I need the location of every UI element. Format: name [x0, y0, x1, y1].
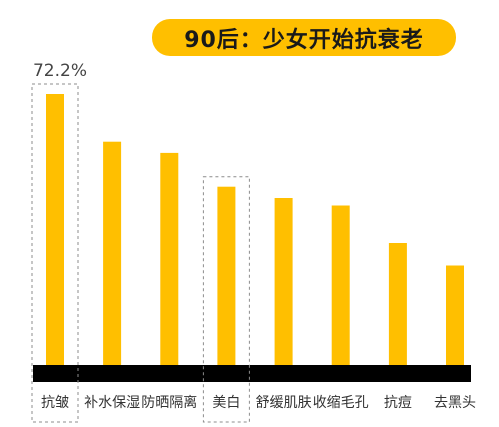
bar-抗痘	[388, 243, 407, 365]
bar-舒缓肌肤	[274, 198, 293, 365]
category-label: 抗痘	[384, 395, 412, 411]
bar-收缩毛孔	[331, 205, 350, 365]
data-label: 72.2%	[33, 61, 87, 81]
category-label: 抗皱	[41, 395, 69, 411]
category-label: 美白	[212, 395, 240, 411]
bar-防晒隔离	[160, 152, 179, 365]
bar-美白	[217, 186, 236, 365]
category-label: 去黑头	[434, 395, 476, 411]
bar-抗皱	[46, 94, 64, 365]
bar-补水保湿	[103, 141, 122, 365]
x-axis-baseline	[33, 365, 471, 382]
highlight-box-美白	[202, 176, 250, 423]
category-label: 防晒隔离	[141, 394, 197, 411]
bar-去黑头	[446, 265, 464, 365]
category-label: 补水保湿	[84, 395, 140, 411]
chart-title: 90后：少女开始抗衰老	[152, 19, 456, 56]
category-label: 舒缓肌肤	[256, 395, 312, 411]
category-label: 收缩毛孔	[313, 395, 369, 411]
